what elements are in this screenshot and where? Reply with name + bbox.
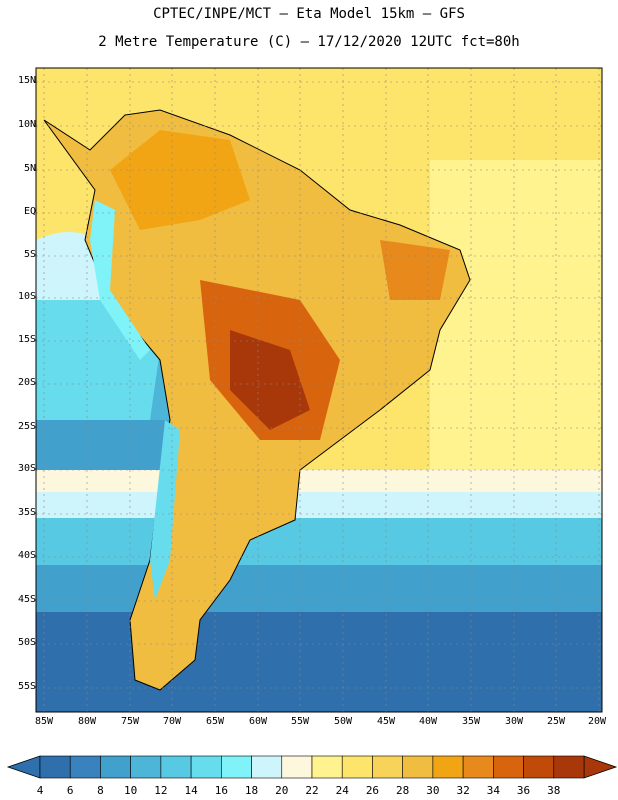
lon-label: 25W	[546, 716, 566, 727]
colorbar-label: 20	[275, 784, 289, 797]
colorbar-label: 12	[154, 784, 168, 797]
lon-label: 65W	[205, 716, 225, 727]
map-title: CPTEC/INPE/MCT – Eta Model 15km – GFS	[153, 6, 465, 22]
lat-label: EQ	[23, 206, 36, 217]
colorbar-label: 4	[36, 784, 44, 797]
colorbar-high-arrow	[583, 755, 618, 779]
lon-label: 45W	[376, 716, 396, 727]
colorbar-cell	[100, 755, 131, 779]
lat-label: 25S	[17, 421, 36, 432]
lat-label: 50S	[17, 637, 36, 648]
colorbar-cell	[130, 755, 162, 779]
colorbar-label: 26	[365, 784, 380, 797]
colorbar-label: 28	[396, 784, 410, 797]
lon-label: 80W	[77, 716, 97, 727]
colorbar-cell	[553, 755, 585, 779]
lat-label: 15S	[17, 334, 36, 345]
lon-label: 85W	[34, 716, 54, 727]
colorbar-label: 32	[456, 784, 470, 797]
colorbar-cell	[372, 755, 403, 779]
colorbar-cell	[221, 755, 252, 779]
colorbar	[6, 755, 618, 779]
colorbar-cell	[311, 755, 343, 779]
colorbar-cell	[341, 755, 373, 779]
map-frame	[35, 67, 603, 713]
colorbar-cell	[281, 755, 313, 779]
lat-label: 15N	[17, 75, 36, 86]
map-subtitle: 2 Metre Temperature (C) – 17/12/2020 12U…	[98, 34, 520, 50]
lat-label: 10S	[17, 291, 36, 302]
colorbar-cell	[523, 755, 555, 779]
lat-label: 5S	[23, 249, 36, 260]
colorbar-cell	[251, 755, 283, 779]
colorbar-low-arrow	[6, 755, 41, 779]
lon-label: 75W	[120, 716, 140, 727]
map-field	[36, 68, 602, 712]
lon-label: 55W	[290, 716, 310, 727]
colorbar-label: 6	[66, 784, 74, 797]
colorbar-label: 18	[244, 784, 259, 797]
lat-label: 20S	[17, 377, 36, 388]
lon-label: 70W	[162, 716, 182, 727]
lon-label: 20W	[587, 716, 607, 727]
colorbar-label: 22	[305, 784, 319, 797]
colorbar-cell	[402, 755, 434, 779]
colorbar-cell	[39, 755, 71, 779]
colorbar-label: 16	[214, 784, 228, 797]
lon-label: 60W	[248, 716, 268, 727]
colorbar-label: 38	[547, 784, 561, 797]
lat-label: 5N	[23, 163, 36, 174]
colorbar-label: 14	[184, 784, 198, 797]
lon-label: 50W	[333, 716, 353, 727]
colorbar-cell	[432, 755, 464, 779]
colorbar-label: 8	[97, 784, 104, 797]
lon-label: 40W	[418, 716, 438, 727]
colorbar-cell	[190, 755, 222, 779]
colorbar-label: 30	[426, 784, 440, 797]
lat-label: 30S	[17, 463, 36, 474]
colorbar-label: 36	[516, 784, 531, 797]
lat-label: 40S	[17, 550, 36, 561]
colorbar-cell	[69, 755, 101, 779]
lat-label: 45S	[17, 594, 36, 605]
lon-label: 30W	[504, 716, 524, 727]
colorbar-label: 24	[335, 784, 349, 797]
colorbar-label: 10	[124, 784, 138, 797]
colorbar-cell	[493, 755, 524, 779]
lat-label: 35S	[17, 507, 36, 518]
lat-label: 55S	[17, 681, 36, 692]
lon-label: 35W	[461, 716, 481, 727]
colorbar-cell	[160, 755, 192, 779]
colorbar-label: 34	[486, 784, 500, 797]
colorbar-cell	[462, 755, 494, 779]
lat-label: 10N	[17, 119, 36, 130]
